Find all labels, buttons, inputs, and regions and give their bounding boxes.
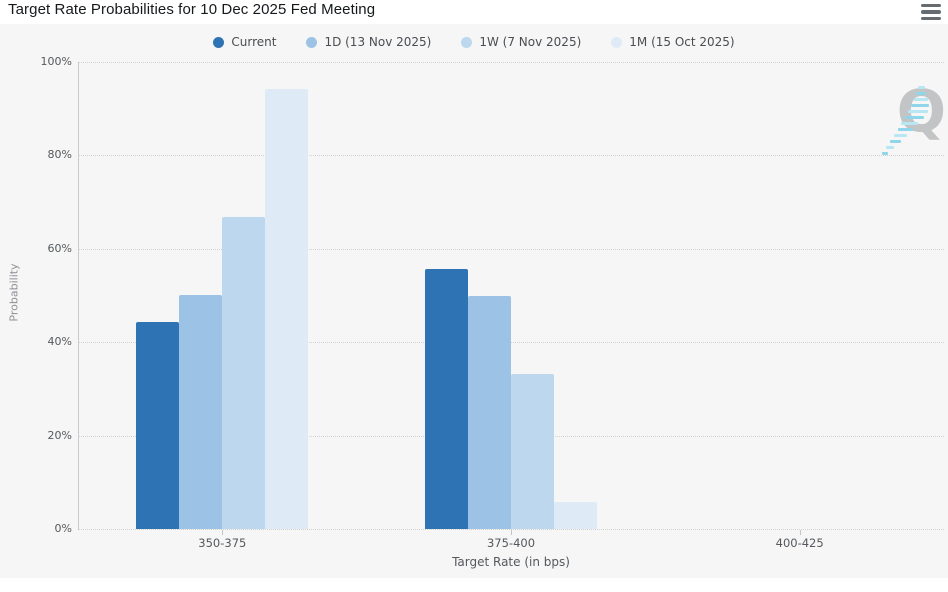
y-tick-label: 40% <box>47 335 72 349</box>
legend-marker-icon <box>461 36 473 48</box>
page-title: Target Rate Probabilities for 10 Dec 202… <box>8 1 376 18</box>
x-category-label: 400-425 <box>775 536 824 550</box>
legend-label: 1W (7 Nov 2025) <box>479 35 582 49</box>
x-category-label: 350-375 <box>198 536 247 550</box>
legend: Current 1D (13 Nov 2025) 1W (7 Nov 2025) 1M… <box>0 35 948 49</box>
gridline-100 <box>78 62 944 63</box>
legend-label: Current <box>231 35 277 49</box>
gridline-40 <box>78 342 944 344</box>
y-tick-label: 60% <box>47 241 72 255</box>
legend-label: 1M (15 Oct 2025) <box>629 35 735 49</box>
y-axis-line <box>78 62 79 529</box>
y-tick-label: 0% <box>54 522 72 535</box>
header: Target Rate Probabilities for 10 Dec 202… <box>0 0 948 24</box>
bar-1w-350-375[interactable] <box>222 216 266 529</box>
hamburger-menu-icon[interactable] <box>921 4 941 20</box>
bar-1m-350-375[interactable] <box>265 89 309 529</box>
x-axis-title: Target Rate (in bps) <box>452 555 570 569</box>
bar-group-350-375 <box>136 89 309 529</box>
legend-label: 1D (13 Nov 2025) <box>324 35 432 49</box>
gridline-0 <box>78 529 944 530</box>
legend-item-1d[interactable]: 1D (13 Nov 2025) <box>306 35 431 49</box>
legend-item-current[interactable]: Current <box>213 35 276 49</box>
bar-1d-350-375[interactable] <box>179 294 223 529</box>
legend-marker-icon <box>306 36 318 48</box>
x-tick <box>511 530 512 535</box>
legend-marker-icon <box>611 36 623 48</box>
hamburger-bar <box>921 10 941 14</box>
gridline-80 <box>78 155 944 157</box>
y-axis-title: Probability <box>7 263 21 322</box>
bar-group-375-400 <box>425 269 597 529</box>
gridline-60 <box>78 248 944 250</box>
legend-item-1w[interactable]: 1W (7 Nov 2025) <box>461 35 581 49</box>
bar-1w-375-400[interactable] <box>511 374 554 529</box>
bar-current-350-375[interactable] <box>136 321 180 529</box>
legend-marker-icon <box>213 36 225 48</box>
chart-region: Current 1D (13 Nov 2025) 1W (7 Nov 2025) 1M… <box>0 24 948 578</box>
legend-item-1m[interactable]: 1M (15 Oct 2025) <box>611 35 735 49</box>
hamburger-bar <box>921 16 941 20</box>
y-tick-label: 20% <box>47 428 72 442</box>
plot-area: Probability Target Rate (in bps) 0% 20% 40… <box>0 24 948 578</box>
hamburger-bar <box>921 4 941 8</box>
bar-1m-375-400[interactable] <box>554 501 597 529</box>
x-category-label: 375-400 <box>486 536 536 550</box>
x-tick <box>799 530 801 535</box>
y-tick-label: 100% <box>40 55 72 68</box>
y-tick-label: 80% <box>47 148 72 162</box>
bar-1d-375-400[interactable] <box>468 296 511 529</box>
x-tick <box>222 530 224 535</box>
bar-current-375-400[interactable] <box>425 269 468 529</box>
